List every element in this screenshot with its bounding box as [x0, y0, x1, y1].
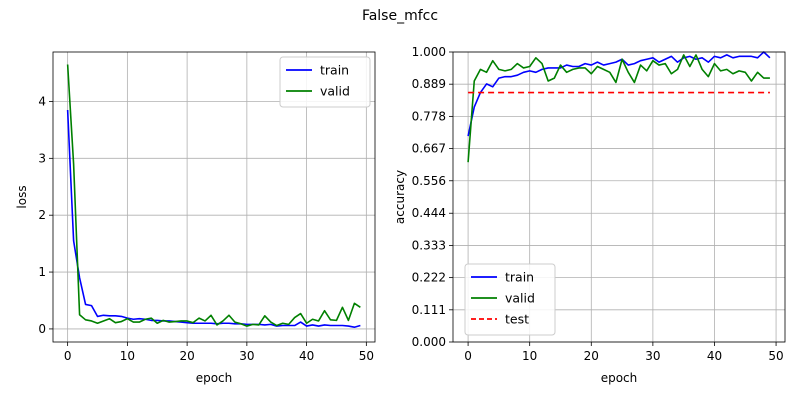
- axes-frame: [452, 51, 786, 343]
- legend-label-valid: valid: [320, 84, 350, 99]
- x-tick-label: 20: [179, 349, 194, 363]
- legend-label-train: train: [505, 270, 534, 285]
- series-line-train: [66, 109, 361, 329]
- legend-label-train: train: [320, 63, 349, 78]
- y-tick-label: 0.222: [412, 271, 446, 285]
- legend-label-valid: valid: [505, 291, 535, 306]
- y-axis-label: accuracy: [393, 170, 407, 224]
- x-tick-label: 50: [359, 349, 374, 363]
- x-tick-label: 50: [768, 349, 783, 363]
- y-axis-label: loss: [15, 185, 29, 208]
- y-tick-label: 0.111: [412, 303, 446, 317]
- subplot-1: 0 10 20 30 40 50 0 1 2 3 4 epoch loss train valid: [15, 51, 376, 385]
- legend: train valid test: [464, 263, 556, 336]
- series-line-valid: [467, 54, 770, 163]
- x-tick-label: 40: [299, 349, 314, 363]
- x-axis-label: epoch: [601, 371, 638, 385]
- y-tick-label: 0.889: [412, 77, 446, 91]
- y-tick-label: 1.000: [412, 45, 446, 59]
- legend: train valid: [279, 56, 371, 108]
- y-tick-label: 0.556: [412, 174, 446, 188]
- y-tick-label: 4: [38, 94, 46, 108]
- x-tick-label: 0: [64, 349, 72, 363]
- y-tick-label: 0.000: [412, 335, 446, 349]
- y-tick-label: 0.778: [412, 109, 446, 123]
- figure-title: False_mfcc: [362, 8, 438, 24]
- y-tick-label: 1: [38, 265, 46, 279]
- x-tick-label: 30: [645, 349, 660, 363]
- y-tick-label: 0: [38, 322, 46, 336]
- legend-box: [464, 263, 556, 336]
- legend-label-test: test: [505, 312, 529, 327]
- x-tick-label: 10: [522, 349, 537, 363]
- x-tick-label: 40: [707, 349, 722, 363]
- subplot-2: 0 10 20 30 40 50 0.000 0.111 0.222 0.333 0.444 0.55…: [393, 45, 786, 385]
- series-line-valid: [66, 64, 361, 327]
- subplots: 0 10 20 30 40 50 0 1 2 3 4 epoch loss train valid 0 10 20…: [15, 45, 786, 385]
- x-axis-label: epoch: [196, 371, 233, 385]
- x-tick-label: 10: [120, 349, 135, 363]
- y-tick-label: 2: [38, 208, 46, 222]
- y-tick-label: 0.667: [412, 142, 446, 156]
- x-tick-label: 20: [584, 349, 599, 363]
- x-tick-label: 30: [239, 349, 254, 363]
- axes-frame: [52, 51, 376, 343]
- x-tick-label: 0: [464, 349, 472, 363]
- y-tick-label: 0.333: [412, 238, 446, 252]
- y-tick-label: 0.444: [412, 206, 446, 220]
- series-line-train: [467, 51, 771, 137]
- y-tick-label: 3: [38, 151, 46, 165]
